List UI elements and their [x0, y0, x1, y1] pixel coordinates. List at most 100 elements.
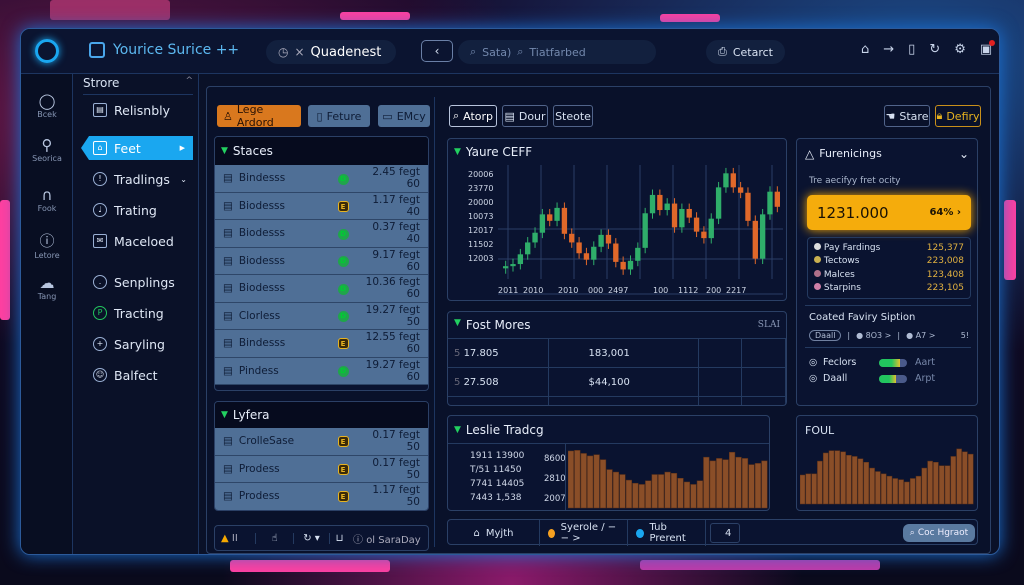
bar: [909, 478, 916, 505]
candlestick-chart[interactable]: 20006 23770 20000 10073 12017 11502 12003 2011 2…: [448, 139, 788, 302]
toolbar-button-dour[interactable]: ▤ Dour: [502, 105, 548, 127]
bookmark-icon[interactable]: ⊔: [329, 532, 349, 544]
rail-item-letore[interactable]: ⓘ Letore: [21, 230, 73, 260]
list-item[interactable]: ▤ Biodesss D 10.36 fegt 60: [215, 275, 428, 303]
leslie-label: 7443 1,538: [470, 493, 522, 503]
card-icon: ▭: [382, 109, 393, 123]
search-input[interactable]: ⌕ Sata) ⌕ Tiatfarbed: [458, 40, 656, 64]
logo-icon[interactable]: [35, 39, 59, 63]
leslie-label: 7741 14405: [470, 479, 525, 489]
bar: [962, 451, 968, 505]
hand-icon: ☚: [885, 109, 896, 123]
nav-item-saryling[interactable]: + Saryling: [81, 332, 193, 356]
item-icon: ▤: [223, 490, 233, 503]
home-icon[interactable]: ⌂: [861, 42, 870, 57]
status-sara-day[interactable]: ⓘ ol SaraDay: [353, 534, 421, 546]
collapse-icon[interactable]: ▼: [221, 146, 228, 156]
nav-item-feet[interactable]: ⌂ Feet ▶: [81, 136, 193, 160]
cot-hgraot-button[interactable]: ⌕ Coc Hgraot: [903, 524, 975, 542]
refresh-dropdown[interactable]: ↻ ▾: [293, 532, 329, 544]
toolbar-button-stare[interactable]: ☚ Stare: [884, 105, 930, 127]
play-icon: ▶: [179, 144, 185, 152]
bar: [950, 456, 957, 505]
table-row[interactable]: 5 17.805 183,001: [448, 338, 786, 368]
list-item[interactable]: ▤ Clorless D 19.27 fegt 50: [215, 302, 428, 330]
list-item[interactable]: ▤ Biodesss D 0.37 fegt 40: [215, 220, 428, 248]
item-icon: ▤: [223, 435, 233, 448]
list-item[interactable]: ▤ Biodesss D 9.17 fegt 60: [215, 247, 428, 275]
close-tab-icon[interactable]: ×: [294, 45, 305, 59]
stat-dot-icon: [814, 256, 821, 264]
list-item[interactable]: ▤ Prodess E 1.17 fegt 50: [215, 483, 428, 510]
nav-item-relisnbly[interactable]: ▤ Relisnbly: [81, 98, 193, 122]
amount-card[interactable]: 1231.000 64% ›: [807, 195, 971, 230]
stat-item: Tectows 223,008: [814, 255, 964, 269]
chip-803[interactable]: ● 8O3 >: [856, 331, 892, 340]
back-button[interactable]: ‹: [421, 40, 453, 62]
chip-daall[interactable]: Daall: [809, 330, 842, 341]
toolbar-button-lege-ardord[interactable]: ♙ Lege Ardord: [217, 103, 301, 129]
bar: [580, 453, 587, 509]
foul-bar-chart[interactable]: [800, 446, 974, 506]
y-tick-label: 10073: [468, 212, 493, 221]
bottom-alert[interactable]: 4: [710, 523, 740, 543]
toolbar-button-atorp[interactable]: ⌕ Atorp: [449, 105, 497, 127]
list-item[interactable]: ▤ Pindess D 19.27 fegt 60: [215, 357, 428, 385]
nav-item-tracting[interactable]: P Tracting: [81, 301, 193, 325]
bottom-myjth[interactable]: ⌂ Myjth: [448, 520, 540, 546]
collapse-icon[interactable]: ▼: [221, 410, 228, 420]
chevron-right-icon: ›: [956, 207, 961, 218]
toolbar-button-feture[interactable]: ▯ Feture: [308, 105, 370, 127]
nav-item-maceloed[interactable]: ✉ Maceloed: [81, 229, 193, 253]
toolbar-button-emcy[interactable]: ▭ EMcy: [378, 105, 430, 127]
refresh-icon[interactable]: ↻: [929, 42, 941, 57]
bar: [645, 480, 652, 509]
nav-item-trating[interactable]: ♩ Trating: [81, 198, 193, 222]
warning-button[interactable]: ▲ II: [221, 532, 238, 544]
toggle-slider[interactable]: [879, 374, 907, 383]
toggle-slider[interactable]: [879, 358, 907, 367]
rail-item-bcek[interactable]: ◯ Bcek: [21, 92, 73, 119]
contact-button[interactable]: ⎙ Cetarct: [706, 40, 785, 64]
nav-item-senplings[interactable]: . Senplings: [81, 270, 193, 294]
shield-badge-icon: E: [337, 436, 349, 448]
hand-icon[interactable]: ☝: [255, 532, 293, 544]
bottom-tub-prerent[interactable]: Tub Prerent: [628, 520, 706, 546]
candle: [730, 173, 736, 188]
tab-quadenest[interactable]: ◷ × Quadenest: [266, 40, 396, 64]
fost-mores-panel: ▼ Fost Mores SLAI 5 17.805 183,001 5 27.508 $…: [447, 311, 787, 406]
nav-item-tradlings[interactable]: ! Tradlings ⌄: [81, 167, 193, 191]
notification-icon[interactable]: ▣: [980, 40, 996, 57]
list-item[interactable]: ▤ Prodess E 0.17 fegt 50: [215, 455, 428, 483]
table-row[interactable]: 5 27.508 $44,100: [448, 367, 786, 397]
leslie-bar-chart[interactable]: [568, 446, 768, 510]
bar: [834, 450, 841, 505]
table-row[interactable]: 1 112: [448, 396, 786, 405]
toolbar-button-steote[interactable]: Steote: [553, 105, 593, 127]
bar: [956, 448, 962, 505]
list-item[interactable]: ▤ Biodesss E 1.17 fegt 40: [215, 192, 428, 220]
chevron-up-icon[interactable]: ^: [185, 76, 193, 86]
list-item[interactable]: ▤ Bindesss D 2.45 fegt 60: [215, 165, 428, 193]
toggle-row: ◎ Feclors Aart: [809, 357, 935, 368]
list-item[interactable]: ▤ CrolleSase E 0.17 fegt 50: [215, 428, 428, 456]
list-item[interactable]: ▤ Bindesss E 12.55 fegt 60: [215, 330, 428, 358]
bar: [606, 469, 613, 509]
candle: [525, 242, 531, 255]
candle: [605, 234, 612, 244]
chip-a7[interactable]: ● A7 >: [906, 331, 936, 340]
settings-icon: ◎: [809, 357, 818, 368]
toolbar-button-defiry[interactable]: 🔒︎ Defiry: [935, 105, 981, 127]
bottom-syerole[interactable]: Syerole / − − >: [540, 520, 628, 546]
nav-item-balfect[interactable]: ☺ Balfect: [81, 363, 193, 387]
app-window: Yourice Surice ++ ◷ × Quadenest ‹ ⌕ Sata) …: [20, 28, 1000, 555]
gear-icon[interactable]: ⚙: [954, 42, 966, 57]
clipboard-icon[interactable]: ▯: [908, 42, 916, 57]
rail-item-fook[interactable]: ∩ Fook: [21, 186, 73, 213]
search-icon: ⌕: [452, 109, 460, 122]
arrow-right-icon[interactable]: →: [883, 42, 895, 57]
rail-item-tang[interactable]: ☁ Tang: [21, 274, 73, 301]
brain-icon: ◯: [38, 92, 56, 110]
rail-item-seorica[interactable]: ⚲ Seorica: [21, 136, 73, 163]
chevron-down-icon[interactable]: ⌄: [958, 147, 969, 161]
